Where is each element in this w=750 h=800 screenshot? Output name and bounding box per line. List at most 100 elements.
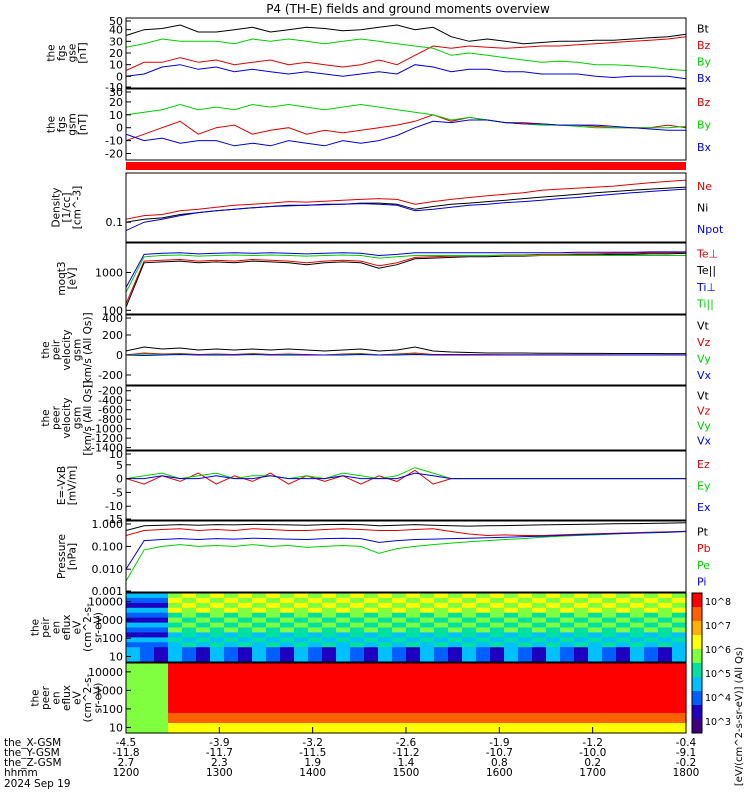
spectrogram-cell [350, 632, 365, 638]
spectrogram-cell [532, 673, 547, 679]
spectrogram-cell [630, 612, 645, 619]
spectrogram-cell [294, 607, 309, 614]
spectrogram-cell [392, 673, 407, 679]
spectrogram-cell [322, 673, 337, 679]
spectrogram-cell [630, 642, 645, 648]
spectrogram-cell [182, 713, 197, 719]
spectrogram-cell [392, 663, 407, 669]
spectrogram-cell [168, 652, 183, 658]
spectrogram-cell [630, 698, 645, 704]
spectrogram-cell [392, 622, 407, 629]
spectrogram-cell [658, 718, 673, 724]
y-tick-label: -800 [98, 413, 123, 426]
spectrogram-cell [476, 627, 491, 633]
spectrogram-cell [364, 632, 379, 638]
spectrogram-cell [210, 612, 225, 619]
spectrogram-cell [252, 593, 267, 599]
spectrogram-cell [294, 602, 309, 609]
spectrogram-cell [350, 688, 365, 694]
spectrogram-cell [588, 637, 603, 643]
spectrogram-cell [630, 602, 645, 609]
spectrogram-cell [336, 622, 351, 629]
spectrogram-cell [378, 597, 393, 604]
spectrogram-cell [602, 642, 617, 648]
spectrogram-cell [266, 597, 281, 604]
spectrogram-cell [504, 657, 519, 663]
spectrogram-cell [672, 627, 687, 633]
spectrogram-cell [448, 637, 463, 643]
spectrogram-cell [602, 637, 617, 643]
spectrogram-cell [630, 713, 645, 719]
spectrogram-cell [126, 632, 141, 638]
spectrogram-cell [238, 723, 253, 729]
spectrogram-cell [308, 637, 323, 643]
spectrogram-cell [420, 698, 435, 704]
x-row-label: the_Z-GSM [4, 757, 62, 769]
series-fgs-gse-1 [125, 36, 687, 71]
spectrogram-cell [434, 597, 449, 604]
spectrogram-cell [434, 617, 449, 624]
spectrogram-cell [420, 593, 435, 599]
spectrogram-cell [308, 728, 323, 734]
spectrogram-cell [182, 657, 197, 663]
spectrogram-cell [294, 683, 309, 689]
spectrogram-cell [476, 597, 491, 604]
spectrogram-cell [644, 642, 659, 648]
spectrogram-cell [196, 703, 211, 709]
x-row-value: 1500 [393, 767, 420, 779]
spectrogram-cell [168, 718, 183, 724]
y-tick-label: 30 [109, 86, 123, 99]
spectrogram-cell [210, 728, 225, 734]
spectrogram-cell [308, 688, 323, 694]
legend-peer-velocity-3: Vx [697, 435, 712, 448]
spectrogram-cell [168, 593, 183, 599]
spectrogram-cell [154, 673, 169, 679]
spectrogram-cell [602, 602, 617, 609]
x-row-value: -9.1 [676, 747, 697, 759]
spectrogram-cell [434, 708, 449, 714]
spectrogram-cell [196, 593, 211, 599]
spectrogram-cell [238, 728, 253, 734]
spectrogram-cell [490, 627, 505, 633]
spectrogram-cell [560, 723, 575, 729]
y-tick-label: -10 [105, 500, 123, 513]
spectrogram-cell [476, 678, 491, 684]
spectrogram-cell [224, 637, 239, 643]
spectrogram-cell [546, 688, 561, 694]
spectrogram-cell [574, 688, 589, 694]
spectrogram-cell [364, 708, 379, 714]
spectrogram-cell [252, 713, 267, 719]
spectrogram-cell [448, 703, 463, 709]
spectrogram-cell [238, 622, 253, 629]
spectrogram-cell [378, 593, 393, 599]
spectrogram-cell [252, 683, 267, 689]
spectrogram-cell [588, 597, 603, 604]
spectrogram-cell [154, 627, 169, 633]
spectrogram-cell [672, 647, 687, 653]
spectrogram-cell [630, 657, 645, 663]
spectrogram-cell [574, 698, 589, 704]
spectrogram-cell [434, 668, 449, 674]
spectrogram-cell [546, 627, 561, 633]
spectrogram-cell [504, 683, 519, 689]
spectrogram-cell [462, 713, 477, 719]
spectrogram-cell [518, 728, 533, 734]
legend-fgs-gse-1: Bz [697, 39, 711, 52]
series-temperature-1 [125, 252, 687, 308]
spectrogram-cell [658, 663, 673, 669]
spectrogram-cell [616, 718, 631, 724]
spectrogram-cell [630, 593, 645, 599]
spectrogram-cell [588, 663, 603, 669]
spectrogram-cell [238, 617, 253, 624]
x-row-value: -11.8 [112, 747, 139, 759]
spectrogram-cell [238, 668, 253, 674]
spectrogram-cell [364, 718, 379, 724]
spectrogram-cell [546, 663, 561, 669]
legend-temperature-2: Ti⊥ [696, 281, 716, 294]
spectrogram-cell [336, 703, 351, 709]
spectrogram-cell [462, 663, 477, 669]
spectrogram-cell [546, 703, 561, 709]
spectrogram-cell [504, 602, 519, 609]
spectrogram-cell [126, 637, 141, 643]
